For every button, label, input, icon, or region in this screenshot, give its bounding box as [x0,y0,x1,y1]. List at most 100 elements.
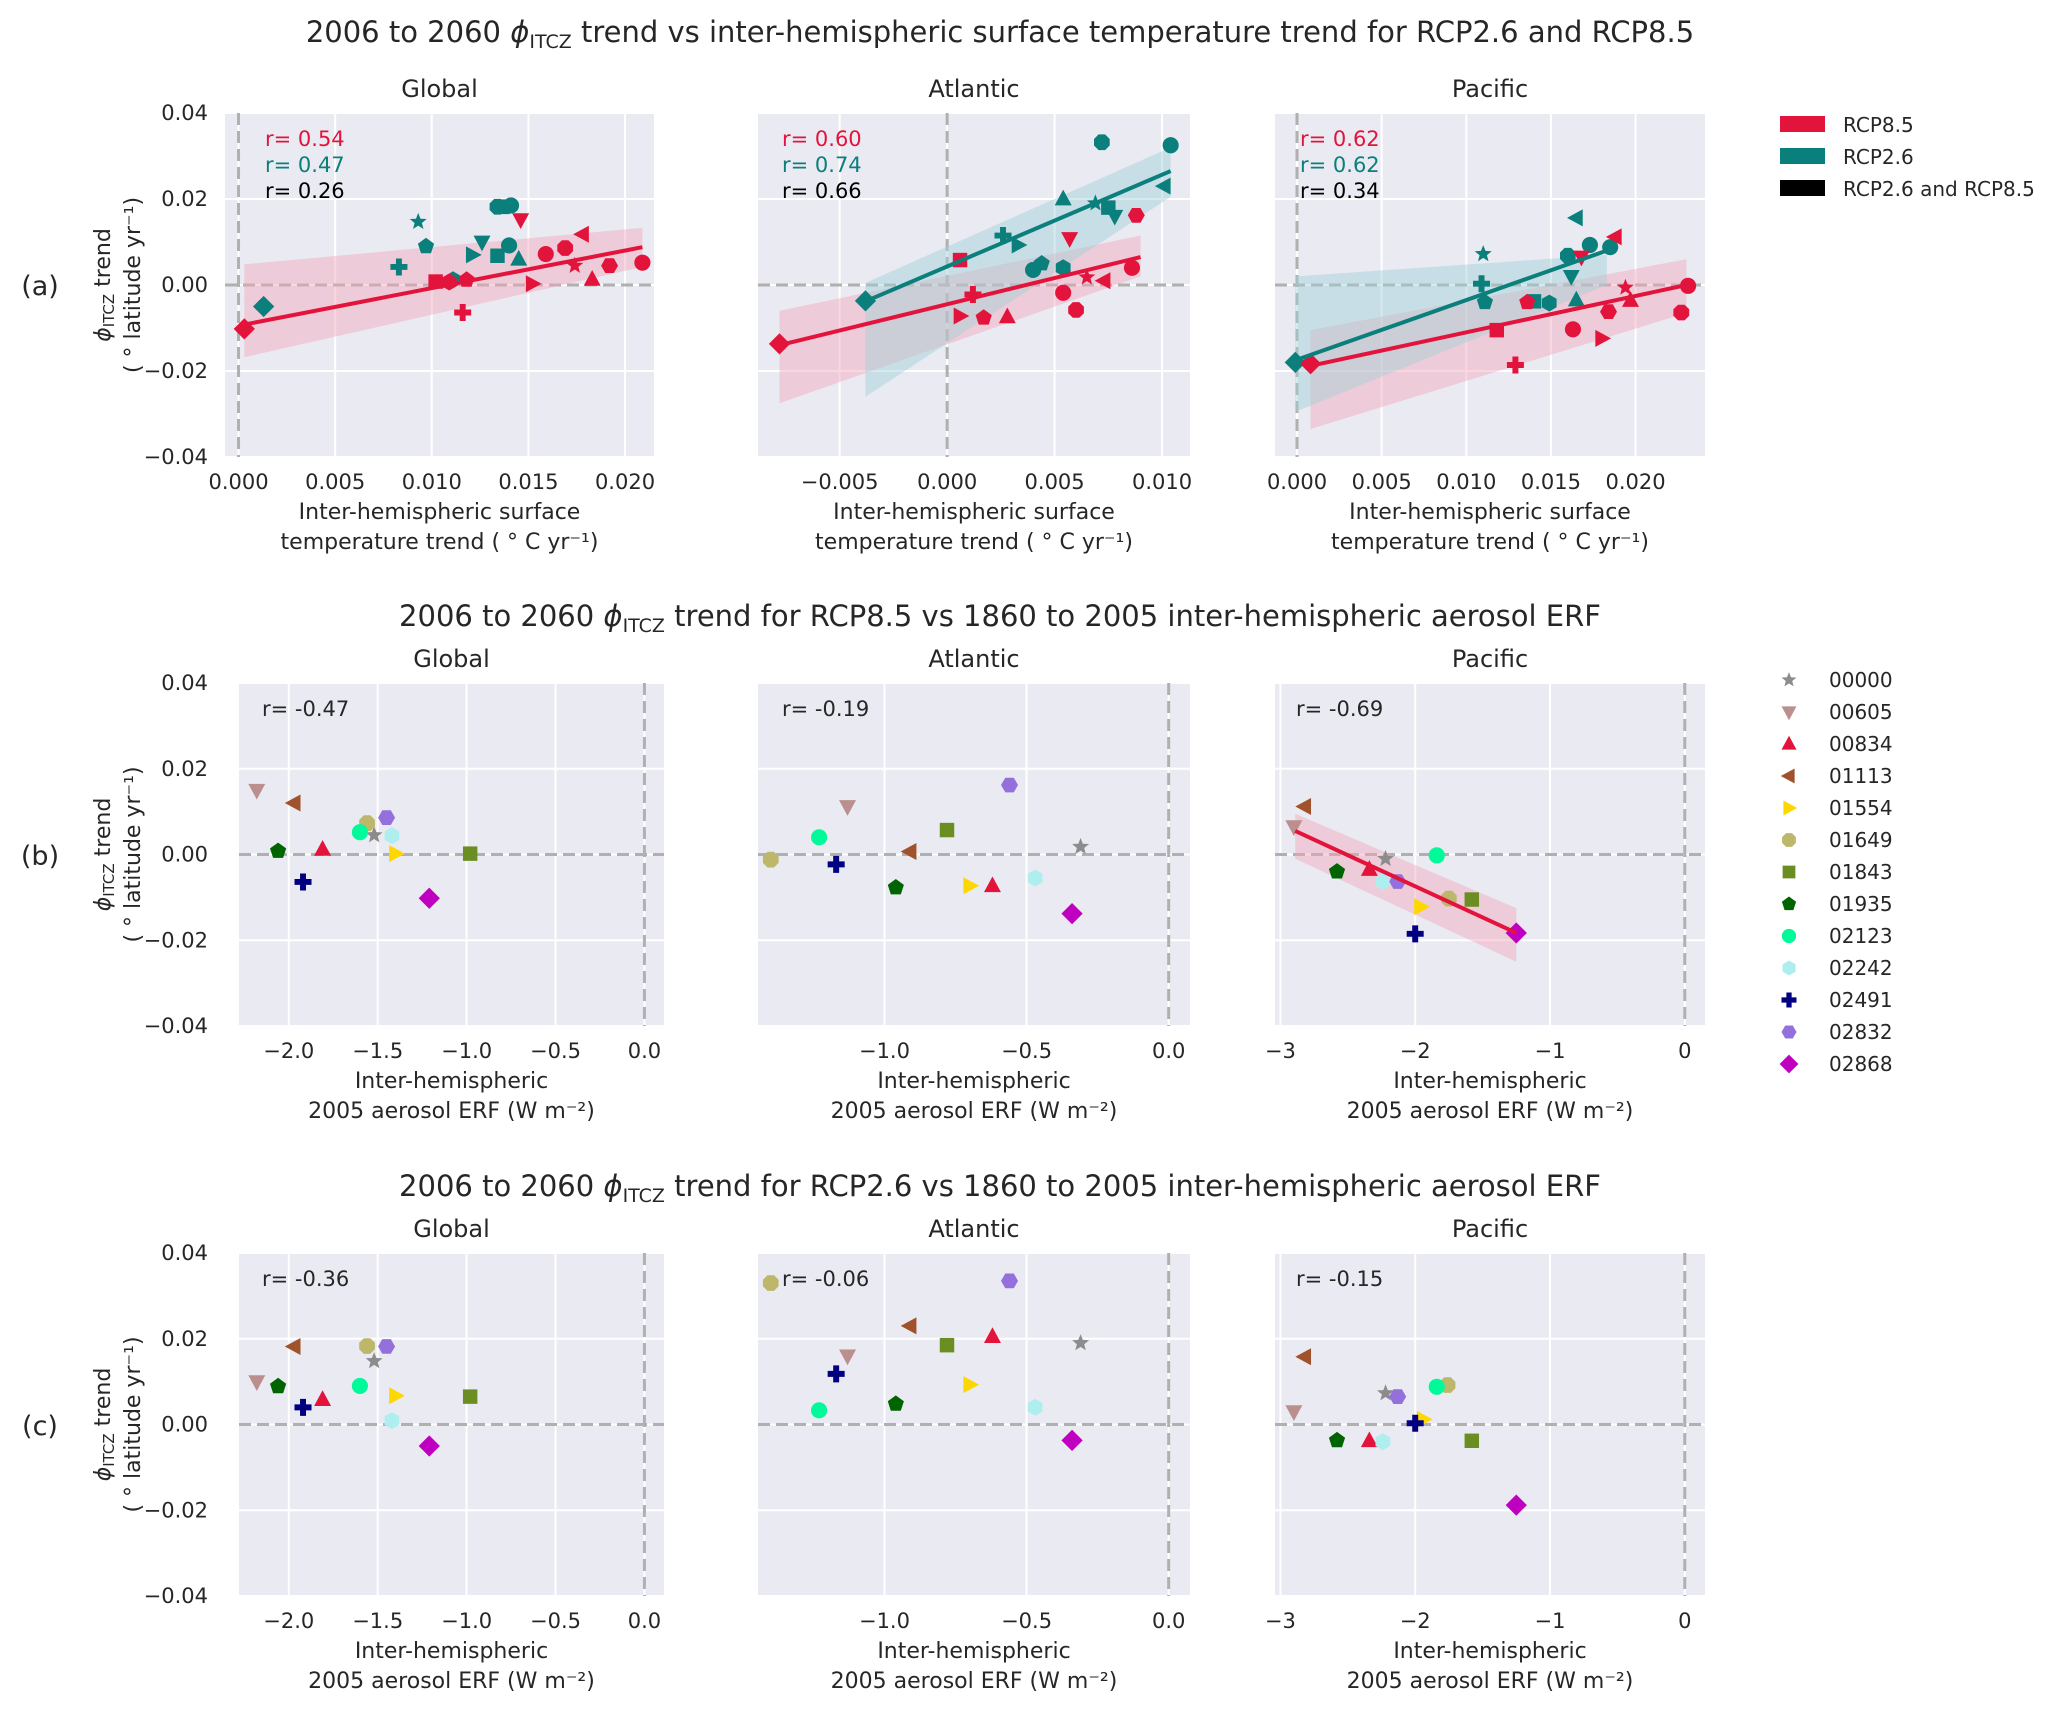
point-01554 [1414,898,1430,916]
correlation-label: r= -0.36 [262,1267,349,1291]
regression-line-rcp26 [1294,248,1608,363]
panel-pacific: −3 −2 −1 0 Pacific Inter-hemispheric 2005 aero… [1265,1215,1705,1694]
point-02491 [294,873,312,891]
point-01554 [389,845,405,863]
point-01935 [887,1395,904,1411]
point-rcp85 [998,307,1016,324]
panel-pacific: 0.000 0.005 0.010 0.015 0.020 Pacific Inter-he… [1267,75,1705,555]
correlation-label: r= 0.62 [1300,153,1380,177]
legend-marker-00605 [1781,706,1797,721]
point-rcp85 [1068,302,1084,318]
x-axis-label-line2: 2005 aerosol ERF (W m⁻²) [308,1669,595,1694]
x-tick-label: −2 [1400,1609,1431,1633]
correlation-label: r= 0.26 [265,179,345,203]
point-02242 [1027,869,1043,887]
point-rcp26 [1094,134,1110,151]
row-title-pre: 2006 to 2060 [306,15,510,49]
x-tick-label: 0.0 [1152,1609,1185,1633]
correlation-label: r= 0.34 [1300,179,1380,203]
point-01554 [389,1387,405,1405]
point-02242 [1375,873,1391,890]
correlation-label: r= 0.66 [782,179,862,203]
point-rcp85 [525,275,542,293]
y-tick-label: 0.02 [161,757,208,781]
point-02832 [1001,1273,1018,1289]
x-axis-label-line2: 2005 aerosol ERF (W m⁻²) [831,1099,1118,1124]
point-01113 [900,842,917,860]
y-axis-label-line2: ( ° latitude yr⁻¹) [121,766,146,942]
point-01843 [939,1337,955,1353]
panel-global: −2.0 −1.5 −1.0 −0.5 0.0 Global Inter-hemispher… [239,645,664,1124]
point-02491 [294,1398,312,1416]
legend-marker-01113 [1780,768,1795,784]
panel-global: −2.0 −1.5 −1.0 −0.5 0.0 Global Inter-hemispher… [239,1215,664,1694]
panel-atlantic: −0.005 0.000 0.005 0.010 Atlantic Inter-hemis… [758,75,1192,555]
point-02832 [1001,777,1018,793]
x-tick-label: 0.020 [1606,470,1666,494]
row-label: (c) [22,1411,58,1442]
y-axis-label-line1: ϕITCZ trend [91,1368,118,1482]
panel-title: Pacific [1452,1215,1528,1243]
point-rcp26 [1033,255,1050,271]
point-01843 [462,1389,478,1404]
point-rcp85 [601,258,619,273]
x-axis-label-line2: 2005 aerosol ERF (W m⁻²) [1347,1099,1634,1124]
point-02242 [1027,1398,1043,1416]
y-tick-label: −0.02 [144,928,208,952]
point-00834 [314,840,332,856]
y-label-symbol: ϕ [91,897,116,912]
point-00605 [839,1349,857,1366]
row-title: 2006 to 2060 ϕITCZ trend for RCP2.6 vs 1… [399,1169,1601,1207]
x-tick-label: 0.0 [628,1609,661,1633]
legend-marker-02123 [1781,928,1797,944]
y-tick-label: 0.00 [161,843,208,867]
point-rcp26 [1473,275,1491,293]
y-label-post: trend [91,228,116,294]
x-tick-label: 0.0 [1152,1039,1185,1063]
point-01113 [1295,797,1312,815]
point-02868 [1505,1494,1527,1516]
point-00834 [314,1390,332,1407]
row-title-post: trend for RCP2.6 vs 1860 to 2005 inter-h… [665,1169,1601,1203]
point-rcp26 [417,237,435,254]
legend-marker-02832 [1781,1025,1797,1039]
point-rcp85 [1673,304,1690,321]
legend-swatch [1780,148,1825,164]
point-rcp26 [510,249,528,266]
legend-marker-02242 [1782,960,1796,976]
point-rcp26 [1566,209,1583,227]
point-rcp26 [1106,209,1124,226]
x-tick-label: 0.005 [305,470,365,494]
point-rcp26 [465,246,482,264]
y-tick-label: −0.04 [144,1014,208,1038]
legend-marker-01935 [1781,896,1797,911]
x-tick-label: −2 [1400,1039,1431,1063]
panel-atlantic: −1.0 −0.5 0.0 Atlantic Inter-hemispheric 2005… [758,645,1190,1124]
point-rcp26 [473,235,491,252]
x-tick-label: −1.0 [441,1039,492,1063]
point-02491 [1406,1414,1424,1432]
x-axis-label-line1: Inter-hemispheric [1393,1069,1586,1094]
x-tick-label: −1.0 [441,1609,492,1633]
legend-marker-00000 [1781,672,1797,687]
y-tick-label: −0.04 [144,1584,208,1608]
row-label: (a) [21,271,59,302]
point-01843 [1464,1433,1480,1449]
y-tick-label: 0.04 [161,671,208,695]
row-title-symbol: ϕ [510,15,529,49]
x-axis-label-line1: Inter-hemispheric [877,1069,1070,1094]
point-02491 [827,855,845,873]
point-01935 [887,879,904,895]
point-02832 [378,810,396,825]
x-tick-label: 0.005 [1025,470,1085,494]
point-01113 [284,794,301,812]
point-rcp85 [566,256,584,273]
row-title-pre: 2006 to 2060 [399,1169,603,1203]
correlation-label: r= -0.06 [782,1267,869,1291]
legend-label: 01554 [1829,796,1893,820]
legend-label: 02491 [1829,988,1893,1012]
point-00000 [1377,849,1394,866]
x-tick-label: −1.5 [352,1609,403,1633]
row-title: 2006 to 2060 ϕITCZ trend vs inter-hemisp… [306,15,1694,53]
point-rcp85 [557,240,573,256]
